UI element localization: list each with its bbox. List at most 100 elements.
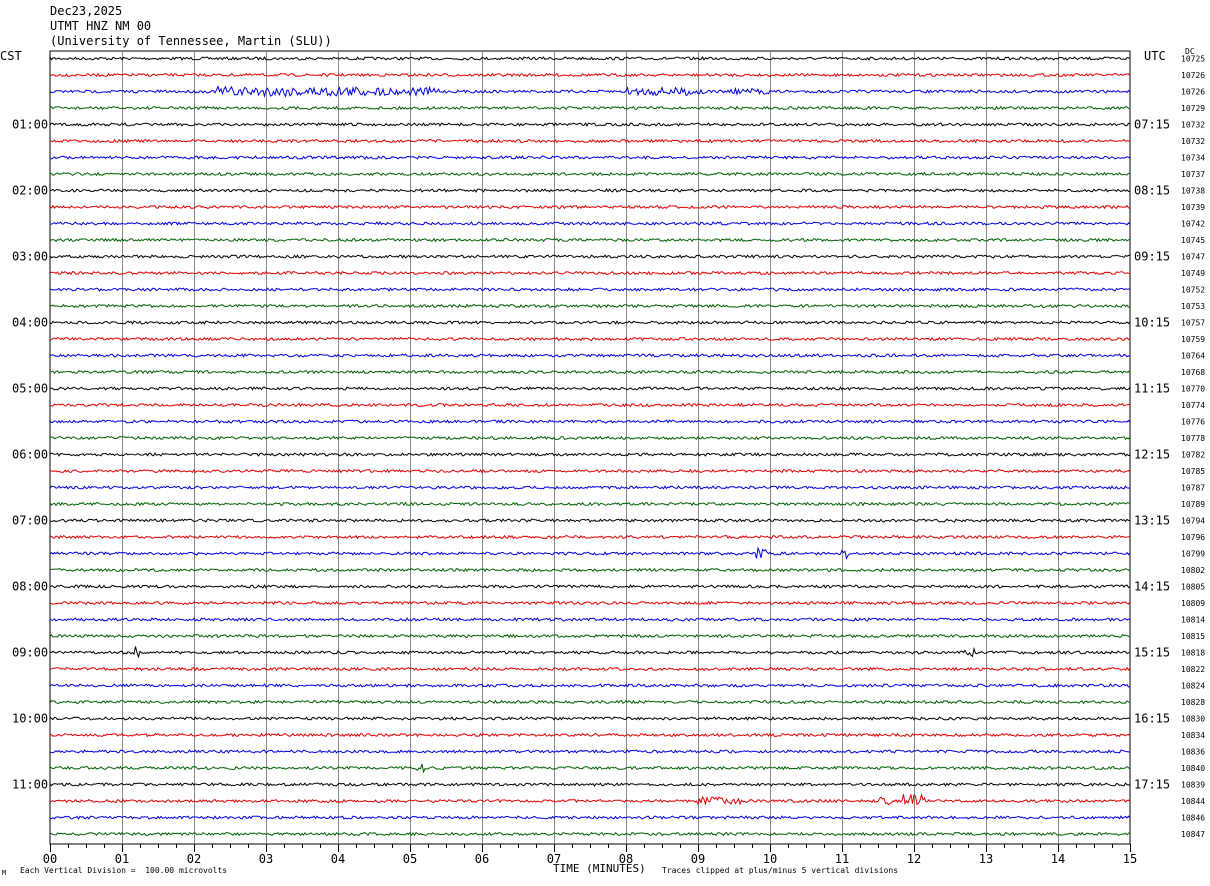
utc-hour-label: 11:15 xyxy=(1134,382,1170,396)
x-axis-label: TIME (MINUTES) xyxy=(553,862,646,875)
x-tick-label: 02 xyxy=(187,852,201,866)
dc-offset-label: 10738 xyxy=(1181,187,1205,196)
cst-hour-label: 09:00 xyxy=(12,646,48,660)
trace-row xyxy=(49,485,1131,490)
dc-offset-label: 10814 xyxy=(1181,616,1205,625)
plot-frame xyxy=(49,50,1131,845)
trace-row xyxy=(49,171,1131,177)
dc-offset-label: 10739 xyxy=(1181,203,1205,212)
dc-offset-label: 10749 xyxy=(1181,269,1205,278)
trace-row xyxy=(49,452,1131,457)
trace-row xyxy=(49,303,1131,309)
x-tick-label: 15 xyxy=(1123,852,1137,866)
right-zone-label: UTC xyxy=(1144,49,1166,63)
dc-offset-label: 10846 xyxy=(1181,814,1205,823)
trace-row xyxy=(49,138,1131,144)
x-tick-label: 01 xyxy=(115,852,129,866)
x-tick-label: 04 xyxy=(331,852,345,866)
dc-offset-label: 10785 xyxy=(1181,467,1205,476)
dc-offset-label: 10745 xyxy=(1181,236,1205,245)
dc-label: DC xyxy=(1185,47,1195,56)
trace-row xyxy=(49,270,1131,276)
x-tick-label: 13 xyxy=(979,852,993,866)
trace-row xyxy=(49,435,1131,441)
dc-offset-label: 10822 xyxy=(1181,665,1205,674)
dc-offset-label: 10830 xyxy=(1181,715,1205,724)
trace-row xyxy=(49,369,1131,375)
cst-hour-label: 01:00 xyxy=(12,118,48,132)
trace-row xyxy=(49,402,1131,408)
left-zone-label: CST xyxy=(0,49,22,63)
dc-offset-label: 10774 xyxy=(1181,401,1205,410)
dc-offset-label: 10776 xyxy=(1181,418,1205,427)
dc-offset-label: 10802 xyxy=(1181,566,1205,575)
trace-row xyxy=(49,683,1131,688)
trace-row xyxy=(49,72,1131,78)
cst-hour-label: 11:00 xyxy=(12,778,48,792)
utc-hour-label: 17:15 xyxy=(1134,778,1170,792)
trace-row xyxy=(49,386,1131,391)
trace-row xyxy=(49,617,1131,622)
dc-offset-label: 10753 xyxy=(1181,302,1205,311)
dc-offset-label: 10747 xyxy=(1181,253,1205,262)
dc-offset-label: 10796 xyxy=(1181,533,1205,542)
trace-row xyxy=(49,716,1131,721)
dc-offset-label: 10764 xyxy=(1181,352,1205,361)
header-date: Dec23,2025 xyxy=(50,4,123,18)
x-tick-label: 08 xyxy=(619,852,633,866)
utc-hour-label: 12:15 xyxy=(1134,448,1170,462)
dc-offset-label: 10732 xyxy=(1181,137,1205,146)
dc-offset-label: 10828 xyxy=(1181,698,1205,707)
trace-row xyxy=(49,254,1131,259)
trace-row xyxy=(49,204,1131,210)
dc-offset-label: 10787 xyxy=(1181,484,1205,493)
x-tick-label: 05 xyxy=(403,852,417,866)
dc-offset-label: 10726 xyxy=(1181,88,1205,97)
dc-offset-label: 10815 xyxy=(1181,632,1205,641)
trace-row xyxy=(49,633,1131,639)
trace-row xyxy=(50,815,1131,820)
dc-offset-label: 10782 xyxy=(1181,451,1205,460)
x-tick-label: 09 xyxy=(691,852,705,866)
scale-note: Each Vertical Division = 100.00 microvol… xyxy=(20,866,228,875)
trace-row xyxy=(49,56,1131,61)
utc-hour-label: 09:15 xyxy=(1134,250,1170,264)
trace-row xyxy=(49,105,1130,111)
x-tick-label: 10 xyxy=(763,852,777,866)
clip-note: Traces clipped at plus/minus 5 vertical … xyxy=(662,866,899,875)
utc-hour-label: 15:15 xyxy=(1134,646,1170,660)
trace-row xyxy=(49,831,1131,837)
trace-row xyxy=(49,546,1131,560)
trace-row xyxy=(49,85,1131,99)
dc-offset-label: 10742 xyxy=(1181,220,1205,229)
trace-row xyxy=(49,419,1131,424)
dc-offset-label: 10818 xyxy=(1181,649,1205,658)
header-station: UTMT HNZ NM 00 xyxy=(50,19,152,33)
trace-row xyxy=(49,534,1131,540)
cst-hour-label: 08:00 xyxy=(12,580,48,594)
trace-row xyxy=(49,584,1131,589)
trace-row xyxy=(49,155,1131,160)
header-institution: (University of Tennessee, Martin (SLU)) xyxy=(50,34,332,48)
utc-hour-label: 08:15 xyxy=(1134,184,1170,198)
utc-hour-label: 14:15 xyxy=(1134,580,1170,594)
trace-row xyxy=(49,468,1131,474)
dc-offset-label: 10752 xyxy=(1181,286,1205,295)
dc-offset-label: 10757 xyxy=(1181,319,1205,328)
trace-row xyxy=(49,792,1131,806)
trace-row xyxy=(49,188,1131,193)
dc-offset-label: 10770 xyxy=(1181,385,1205,394)
trace-row xyxy=(49,518,1131,523)
dc-offset-label: 10768 xyxy=(1181,368,1205,377)
dc-offset-label: 10824 xyxy=(1181,682,1205,691)
trace-row xyxy=(49,320,1131,325)
trace-row xyxy=(49,221,1131,226)
trace-row xyxy=(49,122,1131,127)
trace-row xyxy=(49,646,1130,659)
dc-offset-label: 10809 xyxy=(1181,599,1205,608)
dc-offset-label: 10836 xyxy=(1181,748,1205,757)
trace-row xyxy=(49,699,1131,705)
utc-hour-label: 13:15 xyxy=(1134,514,1170,528)
trace-row xyxy=(49,666,1131,672)
